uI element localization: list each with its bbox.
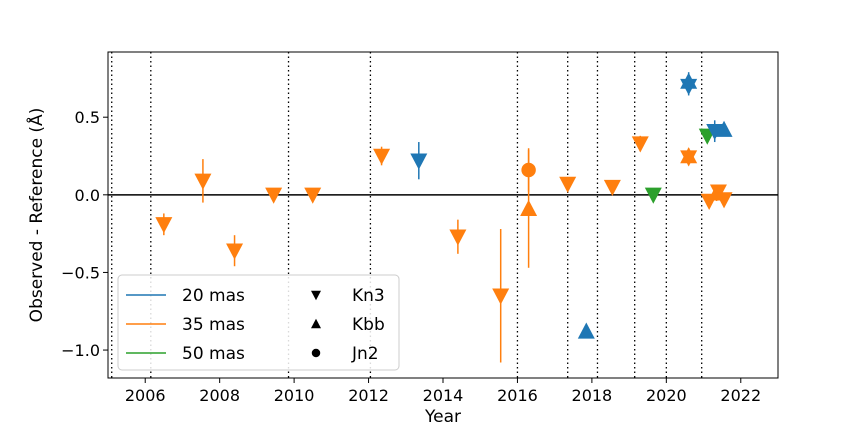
data-point-26 — [715, 192, 733, 209]
point-marker-12 — [577, 322, 595, 339]
point-marker-2 — [226, 243, 244, 260]
data-point-4 — [304, 187, 322, 204]
point-marker-3 — [265, 187, 283, 204]
x-tick-label-5: 2016 — [497, 386, 538, 405]
legend-label-2: 50 mas — [182, 344, 245, 364]
x-tick-label-1: 2008 — [199, 386, 240, 405]
x-axis: 2006 2008 2010 2012 2014 2016 2018 2020 2022 — [125, 378, 761, 405]
point-marker-19 — [680, 72, 698, 89]
point-marker-25 — [715, 120, 733, 137]
point-marker-0 — [155, 217, 173, 234]
data-point-1 — [194, 159, 212, 203]
legend-marker-label-0: Kn3 — [352, 286, 385, 306]
point-marker-13 — [603, 179, 621, 196]
x-tick-label-2: 2010 — [274, 386, 315, 405]
data-point-8 — [492, 228, 510, 363]
x-tick-label-3: 2012 — [348, 386, 389, 405]
legend-marker-2 — [311, 348, 321, 358]
data-point-10 — [520, 149, 538, 268]
data-point-3 — [265, 187, 283, 204]
point-marker-26 — [715, 192, 733, 209]
point-marker-6 — [410, 153, 428, 170]
vertical-reference-lines — [111, 52, 703, 378]
point-marker-1 — [194, 173, 212, 190]
point-marker-11 — [559, 176, 577, 193]
point-marker-14 — [631, 136, 649, 153]
legend-marker-label-2: Jn2 — [351, 344, 379, 364]
y-tick-label-3: 0.5 — [75, 108, 100, 127]
legend-marker-label-1: Kbb — [352, 315, 385, 335]
legend-label-1: 35 mas — [182, 315, 245, 335]
point-marker-8 — [492, 288, 510, 305]
data-point-13 — [603, 179, 621, 196]
legend: 20 mas 35 mas 50 mas Kn3 Kbb Jn2 — [117, 274, 400, 371]
legend-box — [117, 274, 400, 371]
y-axis: −1.0 −0.5 0.0 0.5 — [61, 108, 108, 360]
data-point-11 — [559, 176, 577, 193]
legend-marker-1 — [311, 318, 321, 329]
point-marker-5 — [373, 148, 391, 165]
x-tick-label-6: 2018 — [572, 386, 613, 405]
data-point-22 — [706, 120, 724, 143]
data-point-15 — [644, 187, 662, 204]
y-tick-label-2: 0.0 — [75, 186, 100, 205]
legend-label-0: 20 mas — [182, 286, 245, 306]
data-point-14 — [631, 135, 649, 153]
point-marker-15 — [644, 187, 662, 204]
x-axis-label: Year — [424, 407, 461, 427]
point-marker-10 — [520, 199, 538, 217]
x-tick-label-0: 2006 — [125, 386, 166, 405]
data-point-17 — [680, 147, 698, 164]
data-point-25 — [715, 120, 733, 137]
data-point-19 — [680, 72, 698, 91]
y-tick-label-1: −0.5 — [61, 263, 100, 282]
x-tick-label-8: 2022 — [720, 386, 761, 405]
point-marker-7 — [449, 229, 467, 246]
data-point-0 — [155, 213, 173, 236]
legend-marker-0 — [311, 290, 321, 301]
x-tick-label-4: 2014 — [423, 386, 464, 405]
x-tick-label-7: 2020 — [646, 386, 687, 405]
data-point-2 — [226, 235, 244, 267]
data-points — [155, 72, 733, 363]
data-point-5 — [373, 146, 391, 166]
y-tick-label-0: −1.0 — [61, 341, 100, 360]
y-axis-label: Observed - Reference (Å) — [25, 108, 47, 323]
data-point-6 — [410, 142, 428, 180]
point-marker-4 — [304, 187, 322, 204]
point-marker-17 — [680, 147, 698, 164]
data-point-12 — [577, 322, 595, 339]
data-point-7 — [449, 219, 467, 254]
point-marker-22 — [706, 123, 724, 141]
